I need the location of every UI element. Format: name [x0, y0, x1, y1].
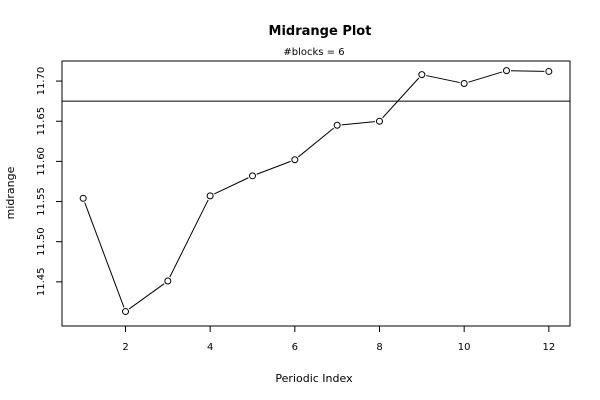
x-tick-label: 8 [376, 342, 382, 353]
y-tick-label: 11.55 [36, 187, 47, 216]
data-point [164, 277, 172, 285]
y-tick-label: 11.65 [36, 107, 47, 136]
data-point [503, 67, 510, 75]
series-segment [341, 121, 376, 126]
series-segment [84, 202, 125, 308]
x-tick-label: 12 [542, 342, 555, 353]
series-segment [298, 127, 334, 158]
x-tick-label: 10 [458, 342, 471, 353]
data-point [122, 308, 129, 316]
series-layer [79, 67, 553, 316]
plot-area-frame [61, 60, 571, 327]
chart-subtitle: #blocks = 6 [283, 47, 344, 58]
series-segment [214, 177, 249, 195]
series-segment [510, 70, 545, 72]
data-point [249, 172, 256, 180]
data-point [333, 121, 341, 129]
series-segment [426, 75, 460, 84]
y-tick-label: 11.60 [36, 147, 47, 176]
y-axis-label: midrange [4, 166, 17, 219]
series-segment [169, 199, 209, 278]
data-point [79, 194, 87, 202]
chart-title: Midrange Plot [269, 24, 372, 39]
x-axis-label: Periodic Index [275, 372, 353, 385]
data-point [418, 71, 426, 79]
series-segment [382, 77, 420, 119]
data-point [376, 117, 383, 125]
series-segment [128, 283, 165, 310]
y-tick-label: 11.70 [36, 67, 47, 96]
y-axis: 11.45 11.50 11.55 11.60 11.65 11.70 [36, 67, 62, 296]
series-segment [468, 71, 503, 83]
data-point [206, 192, 214, 200]
y-tick-label: 11.50 [36, 227, 47, 256]
series-segment [256, 160, 291, 175]
data-point [291, 156, 299, 164]
data-point [545, 67, 553, 75]
x-tick-label: 4 [207, 342, 213, 353]
x-tick-label: 6 [292, 342, 298, 353]
x-axis: 2 4 6 8 10 12 [122, 326, 555, 353]
y-tick-label: 11.45 [36, 268, 47, 297]
x-tick-label: 2 [122, 342, 128, 353]
data-point [460, 79, 468, 87]
